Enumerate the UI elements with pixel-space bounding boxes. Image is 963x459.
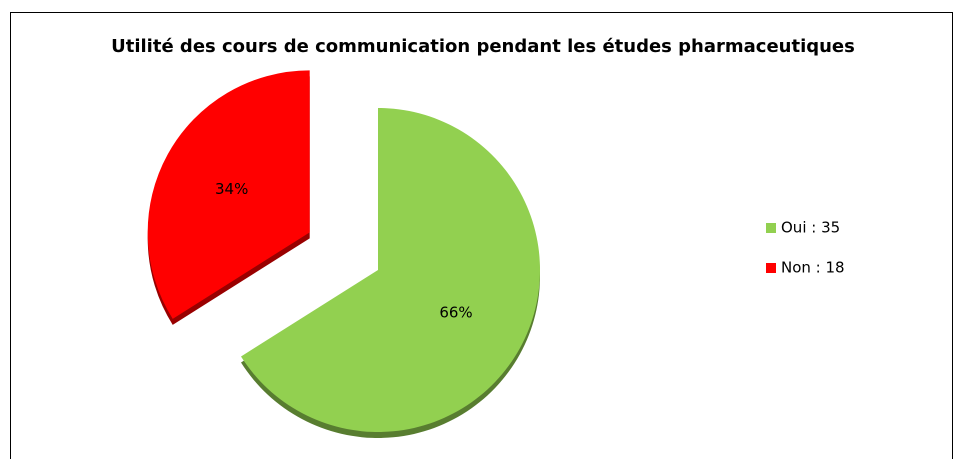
legend-label: Oui : 35 xyxy=(781,219,840,237)
legend-label: Non : 18 xyxy=(781,259,845,277)
data-label: 66% xyxy=(439,304,472,322)
legend-swatch xyxy=(766,223,776,233)
slice xyxy=(147,70,310,319)
slice xyxy=(241,108,541,432)
data-label: 34% xyxy=(215,180,248,198)
chart-title: Utilité des cours de communication penda… xyxy=(111,36,855,57)
legend-swatch xyxy=(766,263,776,273)
